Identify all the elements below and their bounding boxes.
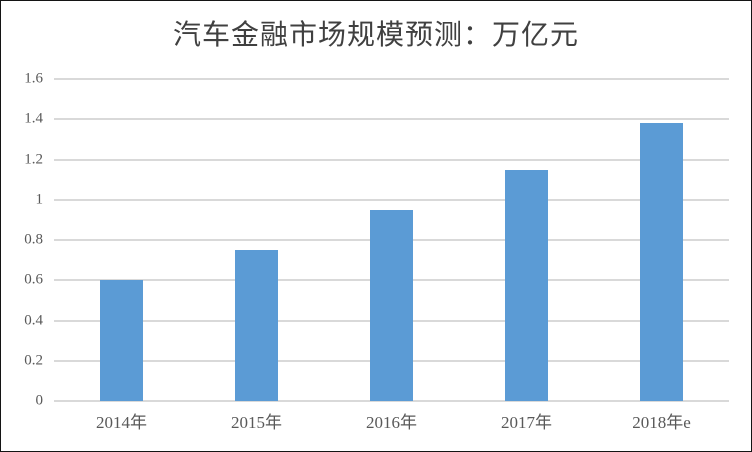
bar-2017年 bbox=[505, 169, 548, 401]
y-tick-label-1.6: 1.6 bbox=[24, 70, 43, 87]
y-axis: 0 0.2 0.4 0.6 0.8 1 1.2 1.4 1.6 bbox=[1, 71, 47, 408]
y-tick-label-1: 1 bbox=[35, 191, 44, 208]
y-tick-label-0.4: 0.4 bbox=[24, 312, 43, 328]
x-tick-label-2018年e: 2018年e bbox=[632, 413, 691, 432]
x-tick-label-2015年: 2015年 bbox=[231, 413, 282, 432]
x-tick-label-2017年: 2017年 bbox=[501, 413, 552, 432]
plot-area bbox=[54, 78, 729, 402]
gridline-y-1.4 bbox=[54, 118, 729, 121]
gridline-y-0 bbox=[54, 400, 729, 402]
x-tick-label-2016年: 2016年 bbox=[366, 413, 417, 432]
y-tick-label-0.2: 0.2 bbox=[24, 352, 43, 369]
x-axis: 2014年 2015年 2016年 2017年 2018年e bbox=[54, 408, 729, 434]
x-tick-label-2014年: 2014年 bbox=[96, 413, 147, 432]
bar-2018年e bbox=[640, 123, 683, 401]
y-tick-label-0.6: 0.6 bbox=[24, 271, 43, 288]
gridline-y-1.2 bbox=[54, 158, 729, 161]
y-tick-label-0: 0 bbox=[35, 392, 44, 409]
bar-2016年 bbox=[370, 209, 413, 401]
gridline-y-1 bbox=[54, 198, 729, 201]
y-tick-label-1.2: 1.2 bbox=[24, 151, 43, 167]
gridline-y-1.6 bbox=[54, 78, 729, 80]
bar-2014年 bbox=[100, 280, 143, 401]
chart-title: 汽车金融市场规模预测：万亿元 bbox=[172, 20, 579, 51]
y-tick-label-0.8: 0.8 bbox=[24, 231, 43, 248]
bar-2015年 bbox=[235, 250, 278, 401]
y-tick-label-1.4: 1.4 bbox=[24, 110, 43, 127]
